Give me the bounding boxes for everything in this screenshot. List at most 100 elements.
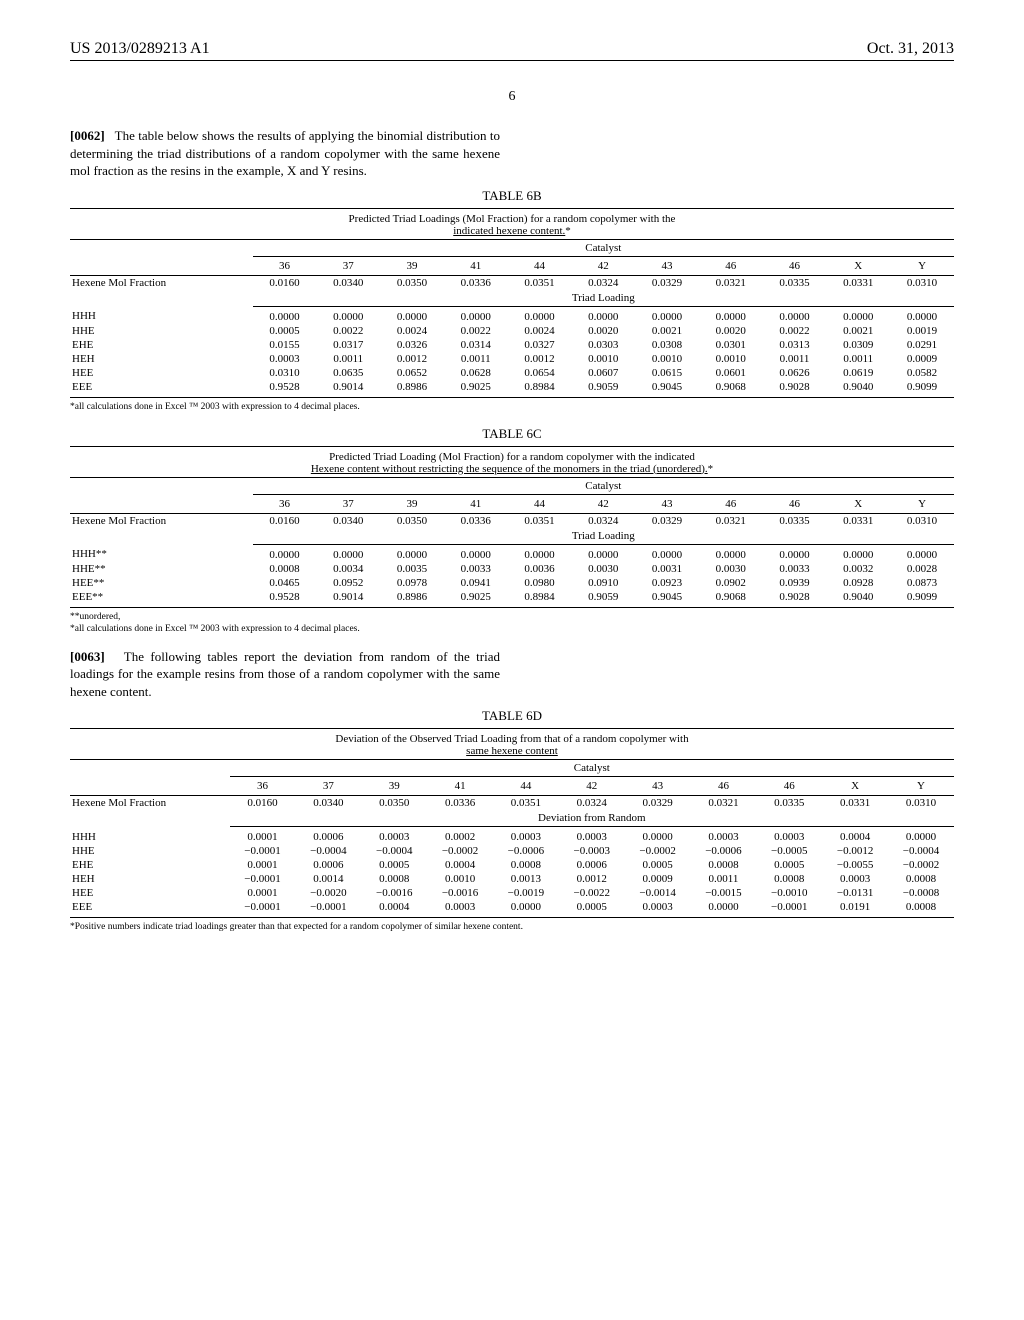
row-label: HEE (70, 886, 230, 900)
hexene-value: 0.0351 (508, 275, 572, 290)
cell-value: 0.0031 (635, 562, 699, 576)
column-header: 37 (316, 494, 380, 513)
cell-value: 0.0008 (888, 900, 954, 918)
cell-value: 0.0000 (890, 544, 954, 562)
para-text-0063: The following tables report the deviatio… (70, 649, 500, 699)
cell-value: 0.0980 (508, 576, 572, 590)
cell-value: 0.0000 (826, 306, 890, 324)
cell-value: 0.0000 (380, 306, 444, 324)
table-6b: Predicted Triad Loadings (Mol Fraction) … (70, 208, 954, 398)
cell-value: 0.0941 (444, 576, 508, 590)
table-6b-label: TABLE 6B (70, 188, 954, 204)
cell-value: 0.0582 (890, 366, 954, 380)
hexene-value: 0.0329 (625, 796, 691, 811)
cell-value: −0.0014 (625, 886, 691, 900)
paragraph-0063: [0063] The following tables report the d… (70, 648, 500, 701)
cell-value: −0.0001 (230, 872, 296, 886)
table-6c-hexene-row: Hexene Mol Fraction0.01600.03400.03500.0… (70, 513, 954, 528)
cell-value: 0.9028 (763, 590, 827, 608)
cell-value: 0.0005 (253, 324, 317, 338)
cell-value: 0.9040 (826, 380, 890, 398)
hexene-value: 0.0351 (508, 513, 572, 528)
catalyst-header-6d: Catalyst (230, 760, 954, 777)
table-6c-label: TABLE 6C (70, 426, 954, 442)
cell-value: 0.0008 (361, 872, 427, 886)
cell-value: −0.0005 (756, 844, 822, 858)
column-header: 39 (380, 256, 444, 275)
cell-value: −0.0001 (230, 844, 296, 858)
cell-value: −0.0001 (230, 900, 296, 918)
cell-value: 0.9059 (571, 590, 635, 608)
hexene-value: 0.0310 (890, 275, 954, 290)
cell-value: 0.0010 (635, 352, 699, 366)
cell-value: −0.0015 (691, 886, 757, 900)
column-header: 36 (230, 777, 296, 796)
cell-value: 0.0005 (756, 858, 822, 872)
table-6b-col-headers: 363739414442434646XY (70, 256, 954, 275)
cell-value: −0.0006 (493, 844, 559, 858)
table-6b-caption: Predicted Triad Loadings (Mol Fraction) … (70, 208, 954, 239)
cell-value: 0.0006 (295, 858, 361, 872)
cell-value: 0.0002 (427, 827, 493, 845)
hexene-value: 0.0321 (691, 796, 757, 811)
cell-value: 0.9040 (826, 590, 890, 608)
deviation-header-6d: Deviation from Random (230, 810, 954, 827)
cell-value: 0.0000 (699, 544, 763, 562)
table-row: HEE**0.04650.09520.09780.09410.09800.091… (70, 576, 954, 590)
cell-value: 0.0626 (763, 366, 827, 380)
table-row: HHH0.00010.00060.00030.00020.00030.00030… (70, 827, 954, 845)
column-header: 46 (756, 777, 822, 796)
cell-value: 0.0009 (625, 872, 691, 886)
table-row: HEE0.0001−0.0020−0.0016−0.0016−0.0019−0.… (70, 886, 954, 900)
cell-value: 0.0010 (427, 872, 493, 886)
cell-value: 0.0028 (890, 562, 954, 576)
cell-value: 0.0902 (699, 576, 763, 590)
column-header: 42 (559, 777, 625, 796)
table-row: EEE0.95280.90140.89860.90250.89840.90590… (70, 380, 954, 398)
column-header: 42 (571, 494, 635, 513)
cell-value: 0.0022 (316, 324, 380, 338)
cell-value: 0.0011 (316, 352, 380, 366)
table-6c-footnote2: *all calculations done in Excel ™ 2003 w… (70, 624, 954, 634)
cell-value: 0.0012 (559, 872, 625, 886)
catalyst-header-6c: Catalyst (253, 477, 954, 494)
cell-value: 0.0004 (427, 858, 493, 872)
cell-value: 0.9068 (699, 380, 763, 398)
triad-loading-header-6c: Triad Loading (253, 528, 954, 545)
cell-value: 0.9099 (890, 590, 954, 608)
hexene-value: 0.0350 (380, 513, 444, 528)
cell-value: 0.0030 (699, 562, 763, 576)
row-label: HEE (70, 366, 253, 380)
cell-value: 0.0003 (822, 872, 888, 886)
cell-value: 0.0654 (508, 366, 572, 380)
table-6b-hexene-row: Hexene Mol Fraction0.01600.03400.03500.0… (70, 275, 954, 290)
cell-value: −0.0004 (295, 844, 361, 858)
cell-value: 0.0000 (890, 306, 954, 324)
column-header: Y (890, 256, 954, 275)
cell-value: 0.0000 (625, 827, 691, 845)
cell-value: 0.0000 (699, 306, 763, 324)
cell-value: −0.0004 (888, 844, 954, 858)
row-label: EEE (70, 900, 230, 918)
column-header: 44 (508, 256, 572, 275)
cell-value: 0.9045 (635, 380, 699, 398)
cell-value: −0.0016 (361, 886, 427, 900)
table-row: HEE0.03100.06350.06520.06280.06540.06070… (70, 366, 954, 380)
table-6b-footnote: *all calculations done in Excel ™ 2003 w… (70, 402, 954, 412)
table-6c-col-headers: 363739414442434646XY (70, 494, 954, 513)
triad-loading-header-6b: Triad Loading (253, 290, 954, 307)
table-6d-label: TABLE 6D (70, 708, 954, 724)
cell-value: 0.0000 (571, 306, 635, 324)
cell-value: 0.0003 (253, 352, 317, 366)
paragraph-0062: [0062] The table below shows the results… (70, 127, 500, 180)
cell-value: 0.0005 (361, 858, 427, 872)
table-row: HEH0.00030.00110.00120.00110.00120.00100… (70, 352, 954, 366)
cell-value: 0.0014 (295, 872, 361, 886)
column-header: 46 (763, 494, 827, 513)
row-label: HHH (70, 306, 253, 324)
cell-value: 0.8986 (380, 380, 444, 398)
cell-value: −0.0002 (625, 844, 691, 858)
cell-value: 0.0030 (571, 562, 635, 576)
cell-value: 0.0012 (508, 352, 572, 366)
cell-value: 0.0010 (699, 352, 763, 366)
